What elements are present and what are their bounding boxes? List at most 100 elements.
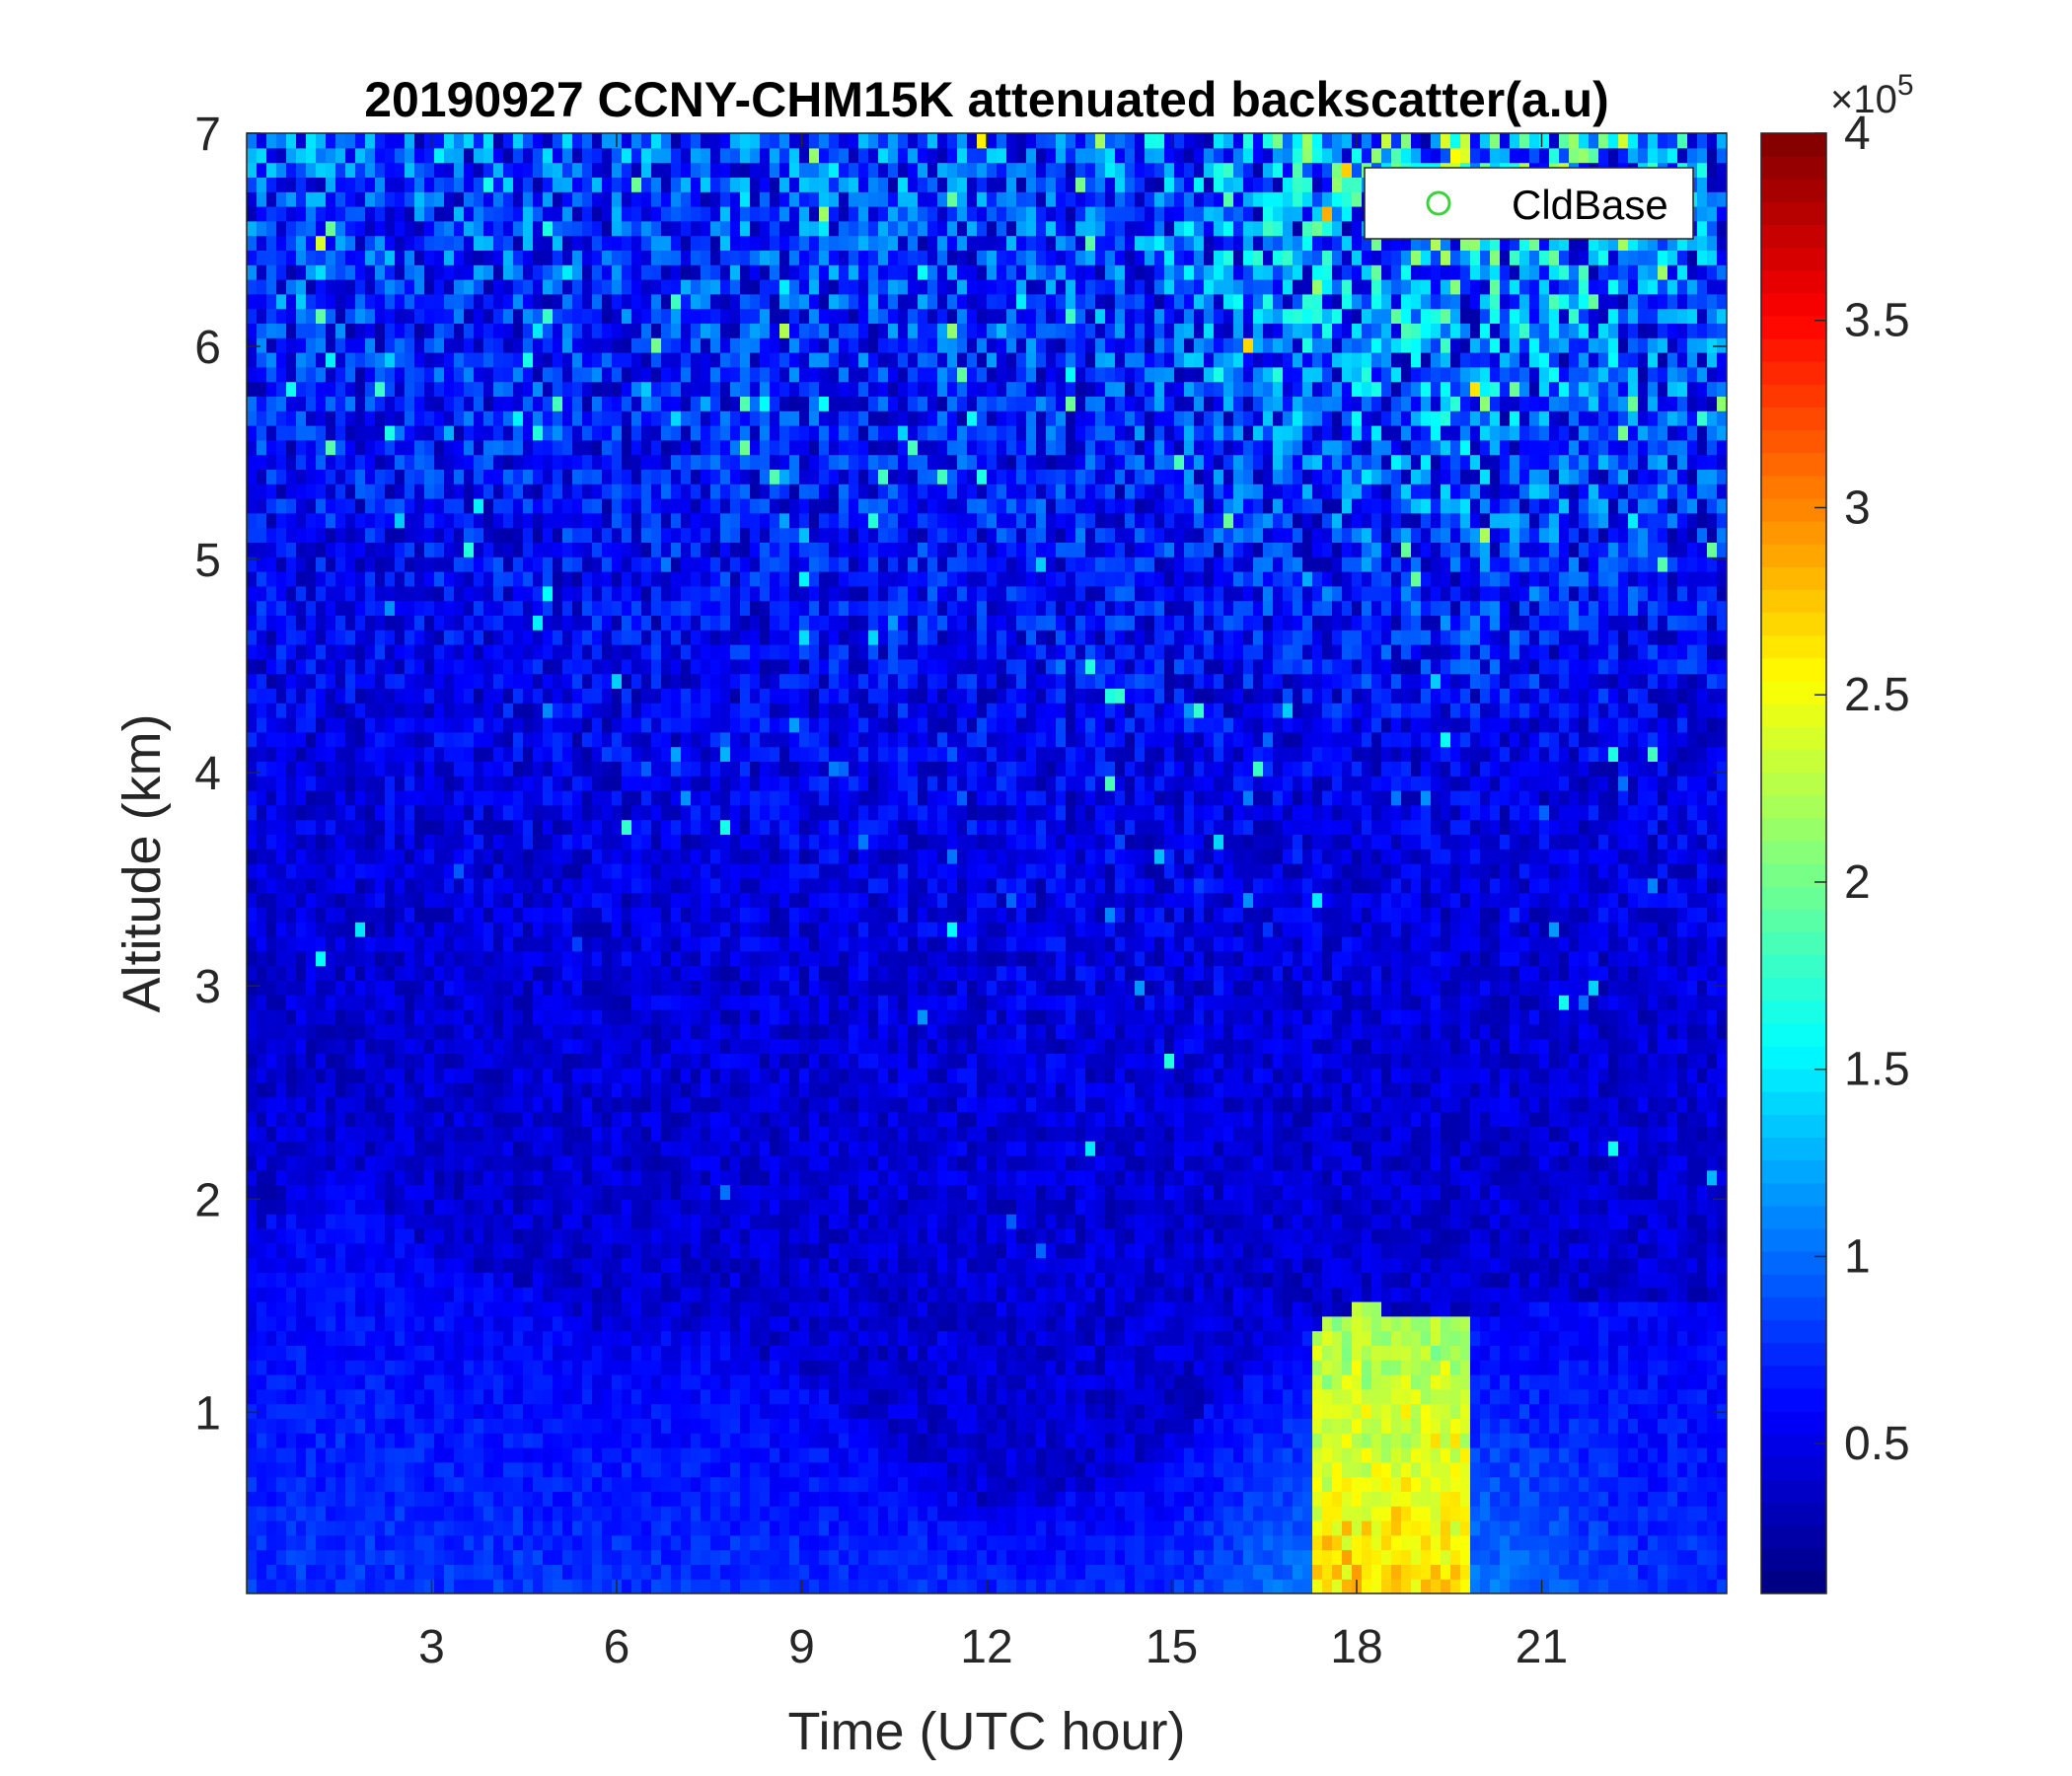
heatmap-cell bbox=[464, 585, 475, 602]
heatmap-cell bbox=[622, 454, 632, 470]
heatmap-cell bbox=[483, 1345, 494, 1361]
heatmap-cell bbox=[414, 1126, 425, 1142]
heatmap-cell bbox=[562, 776, 573, 791]
heatmap-cell bbox=[444, 366, 455, 383]
heatmap-cell bbox=[316, 673, 327, 689]
heatmap-cell bbox=[257, 585, 267, 602]
heatmap-cell bbox=[434, 1403, 445, 1419]
heatmap-cell bbox=[326, 644, 336, 660]
heatmap-cell bbox=[385, 410, 396, 426]
heatmap-cell bbox=[276, 191, 287, 207]
heatmap-cell bbox=[493, 512, 504, 529]
heatmap-cell bbox=[582, 439, 593, 456]
heatmap-cell bbox=[631, 293, 642, 310]
heatmap-cell bbox=[247, 1447, 258, 1463]
heatmap-cell bbox=[286, 1155, 297, 1171]
heatmap-cell bbox=[641, 1345, 652, 1361]
heatmap-cell bbox=[720, 615, 731, 630]
heatmap-cell bbox=[345, 235, 356, 251]
heatmap-cell bbox=[464, 1418, 475, 1434]
heatmap-cell bbox=[345, 381, 356, 397]
heatmap-cell bbox=[276, 1169, 287, 1186]
heatmap-cell bbox=[326, 264, 336, 280]
heatmap-cell bbox=[720, 1053, 731, 1069]
heatmap-cell bbox=[365, 1169, 376, 1186]
heatmap-cell bbox=[493, 1491, 504, 1507]
heatmap-cell bbox=[306, 264, 317, 280]
heatmap-cell bbox=[355, 819, 366, 835]
heatmap-cell bbox=[405, 381, 415, 397]
heatmap-cell bbox=[582, 323, 593, 338]
heatmap-cell bbox=[483, 731, 494, 748]
heatmap-cell bbox=[474, 162, 484, 178]
heatmap-cell bbox=[464, 717, 475, 733]
heatmap-cell bbox=[572, 1315, 583, 1332]
heatmap-cell bbox=[424, 396, 435, 411]
heatmap-cell bbox=[335, 849, 346, 864]
heatmap-cell bbox=[483, 571, 494, 587]
heatmap-cell bbox=[671, 658, 682, 675]
heatmap-cell bbox=[405, 1491, 415, 1507]
heatmap-cell bbox=[701, 1301, 711, 1317]
heatmap-cell bbox=[385, 206, 396, 222]
heatmap-cell bbox=[671, 279, 682, 295]
heatmap-cell bbox=[543, 1520, 554, 1536]
heatmap-cell bbox=[523, 761, 534, 777]
heatmap-cell bbox=[454, 1038, 465, 1054]
heatmap-cell bbox=[454, 542, 465, 557]
heatmap-cell bbox=[434, 498, 445, 514]
heatmap-cell bbox=[710, 571, 721, 587]
heatmap-cell bbox=[602, 425, 613, 441]
heatmap-cell bbox=[385, 1228, 396, 1244]
heatmap-cell bbox=[631, 235, 642, 251]
heatmap-cell bbox=[572, 498, 583, 514]
heatmap-cell bbox=[355, 1476, 366, 1492]
heatmap-cell bbox=[454, 1491, 465, 1507]
heatmap-cell bbox=[562, 1272, 573, 1288]
heatmap-cell bbox=[661, 571, 672, 587]
heatmap-cell bbox=[385, 1141, 396, 1156]
heatmap-cell bbox=[483, 1403, 494, 1419]
heatmap-cell bbox=[316, 746, 327, 762]
heatmap-cell bbox=[424, 995, 435, 1010]
heatmap-cell bbox=[424, 922, 435, 937]
heatmap-cell bbox=[326, 1534, 336, 1551]
heatmap-cell bbox=[454, 1447, 465, 1463]
heatmap-cell bbox=[405, 279, 415, 295]
heatmap-cell bbox=[592, 454, 603, 470]
heatmap-cell bbox=[395, 396, 406, 411]
heatmap-cell bbox=[444, 1564, 455, 1580]
heatmap-cell bbox=[661, 206, 672, 222]
heatmap-cell bbox=[533, 162, 544, 178]
heatmap-cell bbox=[424, 1096, 435, 1113]
heatmap-cell bbox=[405, 804, 415, 821]
heatmap-cell bbox=[592, 907, 603, 923]
heatmap-cell bbox=[296, 600, 307, 616]
heatmap-cell bbox=[395, 469, 406, 484]
heatmap-cell bbox=[247, 731, 258, 748]
heatmap-cell bbox=[602, 1461, 613, 1478]
heatmap-cell bbox=[326, 1315, 336, 1332]
heatmap-cell bbox=[730, 1038, 741, 1054]
heatmap-cell bbox=[365, 1549, 376, 1565]
heatmap-cell bbox=[306, 1360, 317, 1375]
heatmap-cell bbox=[424, 279, 435, 295]
heatmap-cell bbox=[572, 206, 583, 222]
heatmap-cell bbox=[523, 922, 534, 937]
heatmap-cell bbox=[572, 746, 583, 762]
heatmap-cell bbox=[355, 162, 366, 178]
heatmap-cell bbox=[316, 483, 327, 499]
heatmap-cell bbox=[493, 542, 504, 557]
heatmap-cell bbox=[335, 1169, 346, 1186]
heatmap-cell bbox=[553, 1053, 563, 1069]
heatmap-cell bbox=[326, 235, 336, 251]
heatmap-cell bbox=[306, 279, 317, 295]
heatmap-cell bbox=[513, 1082, 524, 1098]
heatmap-cell bbox=[444, 1228, 455, 1244]
heatmap-cell bbox=[562, 191, 573, 207]
heatmap-cell bbox=[257, 1506, 267, 1521]
heatmap-cell bbox=[701, 556, 711, 572]
heatmap-cell bbox=[375, 790, 386, 806]
heatmap-cell bbox=[326, 381, 336, 397]
heatmap-cell bbox=[701, 1579, 711, 1593]
